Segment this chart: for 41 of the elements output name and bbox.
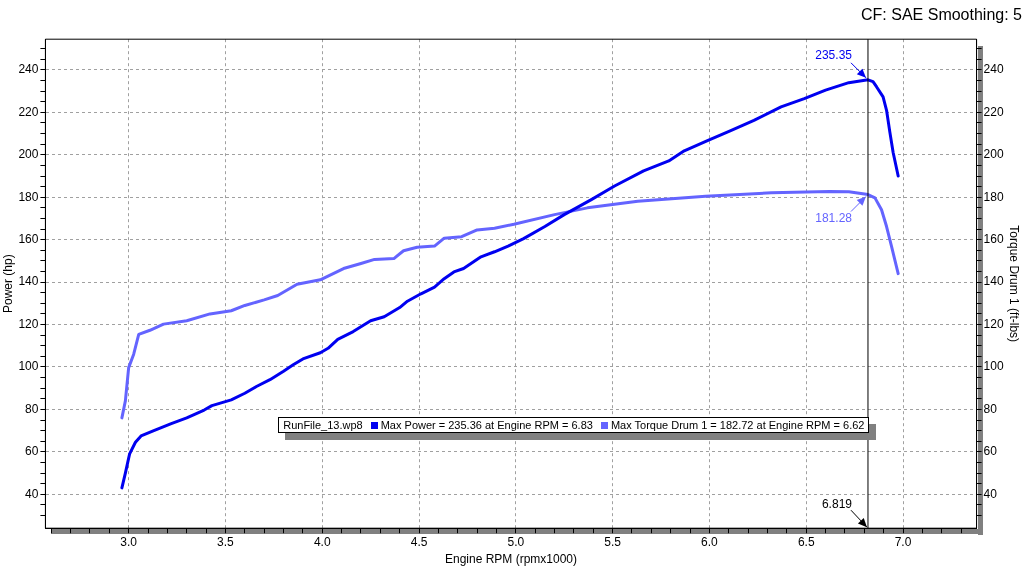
legend-label: Max Power = 235.36 at Engine RPM = 6.83	[380, 419, 593, 432]
y-tick-label: 220	[18, 104, 39, 119]
x-tick-label: 3.0	[120, 534, 138, 549]
x-axis-title: Engine RPM (rpmx1000)	[444, 552, 578, 567]
y2-tick-label: 180	[983, 189, 1004, 204]
y2-tick-label: 40	[983, 486, 998, 501]
x-tick-label: 6.5	[797, 534, 815, 549]
y-tick-label: 180	[18, 189, 39, 204]
y-axis-title: Power (hp)	[0, 254, 15, 314]
annotation: 181.28	[815, 210, 853, 225]
chart-subtitle: CF: SAE Smoothing: 5	[861, 6, 1023, 24]
x-tick-label: 6.0	[701, 534, 719, 549]
y2-tick-label: 80	[983, 401, 998, 416]
y-tick-label: 140	[18, 274, 39, 289]
x-tick-label: 5.5	[604, 534, 622, 549]
y2-tick-label: 60	[983, 444, 998, 459]
y-tick-label: 40	[25, 486, 39, 501]
legend-title: RunFile_13.wp8	[283, 419, 363, 432]
ref-line-label: 6.819	[821, 496, 853, 511]
annotation: 235.35	[815, 48, 853, 63]
y-tick-label: 120	[18, 316, 39, 331]
y2-tick-label: 240	[983, 62, 1004, 77]
x-tick-label: 4.5	[410, 534, 428, 549]
y2-tick-label: 220	[983, 104, 1004, 119]
legend-label: Max Torque Drum 1 = 182.72 at Engine RPM = 6.62	[610, 419, 865, 432]
x-tick-label: 4.0	[313, 534, 331, 549]
x-tick-label: 5.0	[507, 534, 525, 549]
x-tick-label: 7.0	[894, 534, 912, 549]
y-tick-label: 160	[18, 231, 39, 246]
y2-tick-label: 200	[983, 147, 1004, 162]
y-tick-label: 100	[18, 359, 39, 374]
x-tick-label: 3.5	[217, 534, 235, 549]
y-tick-label: 200	[18, 147, 39, 162]
y-tick-label: 240	[18, 62, 39, 77]
y2-tick-label: 140	[983, 274, 1004, 289]
y2-tick-label: 160	[983, 231, 1004, 246]
y-tick-label: 80	[25, 401, 39, 416]
y2-tick-label: 100	[983, 359, 1004, 374]
y2-tick-label: 120	[983, 316, 1004, 331]
y2-axis-title: Torque Drum 1 (ft-lbs)	[1007, 225, 1022, 343]
y-tick-label: 60	[25, 444, 39, 459]
